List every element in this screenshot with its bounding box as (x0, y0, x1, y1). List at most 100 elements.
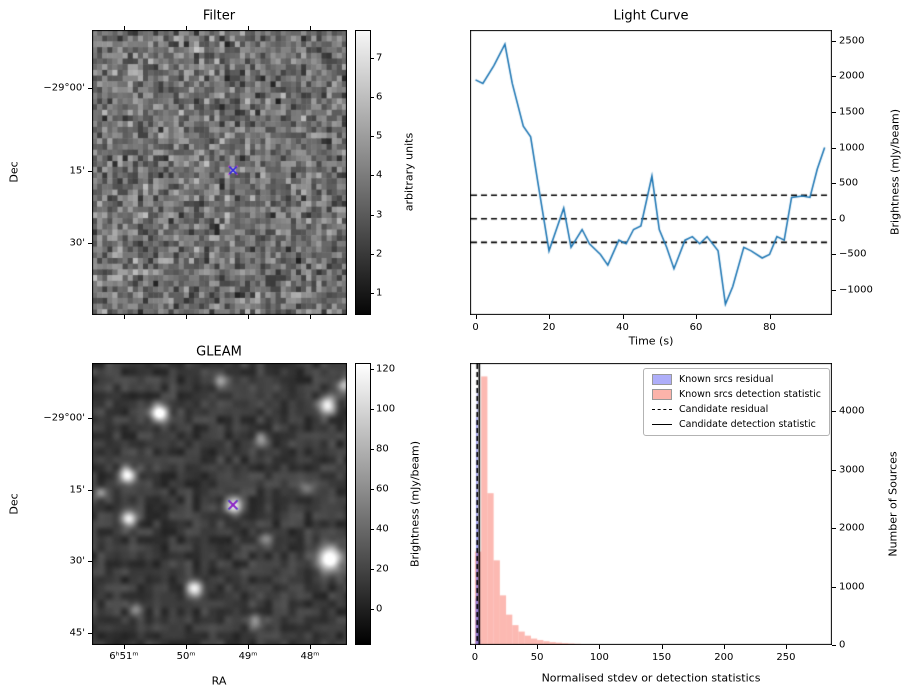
tick-mark (88, 632, 92, 634)
tick-label: 6 (376, 91, 383, 103)
tick-mark (186, 26, 188, 30)
light-curve-xlabel: Time (s) (628, 334, 674, 348)
tick-mark (88, 243, 92, 244)
tick-label: 1000 (839, 142, 865, 154)
legend-key-patch (652, 374, 672, 385)
legend-label: Known srcs residual (679, 374, 774, 385)
tick-label: 50ᵐ (176, 651, 196, 662)
tick-mark (371, 57, 374, 59)
tick-mark (371, 369, 374, 370)
tick-label: 2000 (839, 70, 865, 82)
tick-label: 60 (376, 483, 389, 495)
tick-label: 150 (652, 652, 672, 663)
tick-mark (537, 645, 539, 649)
tick-mark (371, 529, 374, 530)
tick-mark (474, 645, 476, 649)
tick-label: 0 (472, 322, 479, 333)
tick-label: −29°00' (43, 412, 85, 424)
filter-title: Filter (202, 8, 236, 24)
tick-label: 120 (376, 363, 396, 375)
tick-mark (371, 609, 374, 610)
filter-colorbar-label: arbitrary units (402, 132, 416, 212)
legend-key-solid-line (652, 424, 672, 425)
tick-mark (622, 315, 624, 319)
tick-label: 0 (839, 213, 846, 225)
tick-mark (371, 175, 374, 177)
tick-label: 4 (376, 169, 383, 181)
tick-mark (832, 528, 836, 530)
tick-label: 2000 (839, 522, 865, 534)
gleam-xlabel: RA (211, 674, 227, 688)
tick-label: 80 (376, 443, 389, 455)
tick-label: 20 (376, 563, 389, 575)
tick-mark (723, 645, 725, 649)
filter-ylabel: Dec (7, 161, 21, 183)
tick-mark (785, 645, 787, 649)
tick-label: 3000 (839, 464, 865, 476)
tick-mark (248, 26, 250, 30)
tick-label: −29°00' (43, 82, 85, 94)
legend-entry: Candidate residual (652, 404, 821, 415)
tick-mark (371, 214, 374, 216)
legend-key-dashed-line (652, 409, 672, 410)
tick-mark (832, 254, 836, 256)
tick-mark (832, 218, 836, 220)
tick-mark (371, 409, 374, 410)
light-curve-ylabel: Brightness (mJy/beam) (888, 108, 902, 236)
tick-label: 40 (376, 523, 389, 535)
tick-label: 20 (542, 322, 556, 333)
tick-mark (88, 490, 92, 491)
light-curve-title: Light Curve (613, 8, 689, 24)
tick-mark (371, 136, 374, 138)
histogram-xlabel: Normalised stdev or detection statistics (541, 671, 761, 685)
legend-label: Candidate detection statistic (679, 419, 816, 430)
histogram-ylabel: Number of Sources (886, 451, 900, 557)
tick-label: 60 (689, 322, 703, 333)
tick-label: 48ᵐ (300, 651, 320, 662)
gleam-ylabel: Dec (7, 493, 21, 515)
tick-mark (832, 183, 836, 185)
gleam-image (92, 363, 347, 645)
tick-mark (832, 111, 836, 113)
tick-label: 50 (530, 652, 544, 663)
tick-mark (696, 315, 698, 319)
tick-label: 1500 (839, 106, 865, 118)
tick-mark (371, 449, 374, 450)
tick-mark (832, 40, 836, 42)
tick-mark (88, 417, 92, 419)
tick-label: 30' (69, 555, 85, 567)
tick-label: −1000 (839, 284, 873, 296)
tick-label: 0 (471, 652, 479, 663)
tick-label: 2 (376, 248, 383, 260)
tick-label: 100 (589, 652, 609, 663)
tick-label: 0 (839, 639, 846, 651)
tick-mark (371, 96, 374, 98)
tick-label: −500 (839, 248, 867, 260)
tick-mark (248, 315, 250, 319)
legend-entry: Known srcs detection statistic (652, 389, 821, 400)
tick-mark (832, 411, 836, 413)
legend-label: Candidate residual (679, 404, 769, 415)
tick-mark (310, 26, 312, 30)
tick-mark (88, 87, 92, 89)
tick-mark (832, 76, 836, 78)
tick-label: 15' (69, 484, 85, 496)
tick-label: 500 (839, 177, 859, 189)
tick-label: 1 (376, 287, 383, 299)
tick-mark (832, 290, 836, 292)
tick-mark (371, 254, 374, 256)
tick-label: 45' (69, 627, 85, 639)
tick-label: 6ʰ51ᵐ (109, 651, 139, 662)
tick-label: 80 (763, 322, 776, 333)
tick-label: 250 (776, 652, 796, 663)
tick-mark (599, 645, 601, 649)
gleam-colorbar-label: Brightness (mJy/beam) (408, 440, 422, 568)
tick-mark (123, 26, 125, 30)
tick-mark (832, 645, 836, 646)
legend-entry: Known srcs residual (652, 374, 821, 385)
tick-label: 15' (69, 165, 85, 177)
tick-mark (310, 315, 312, 319)
light-curve-plot (470, 30, 832, 315)
filter-image (92, 30, 347, 315)
